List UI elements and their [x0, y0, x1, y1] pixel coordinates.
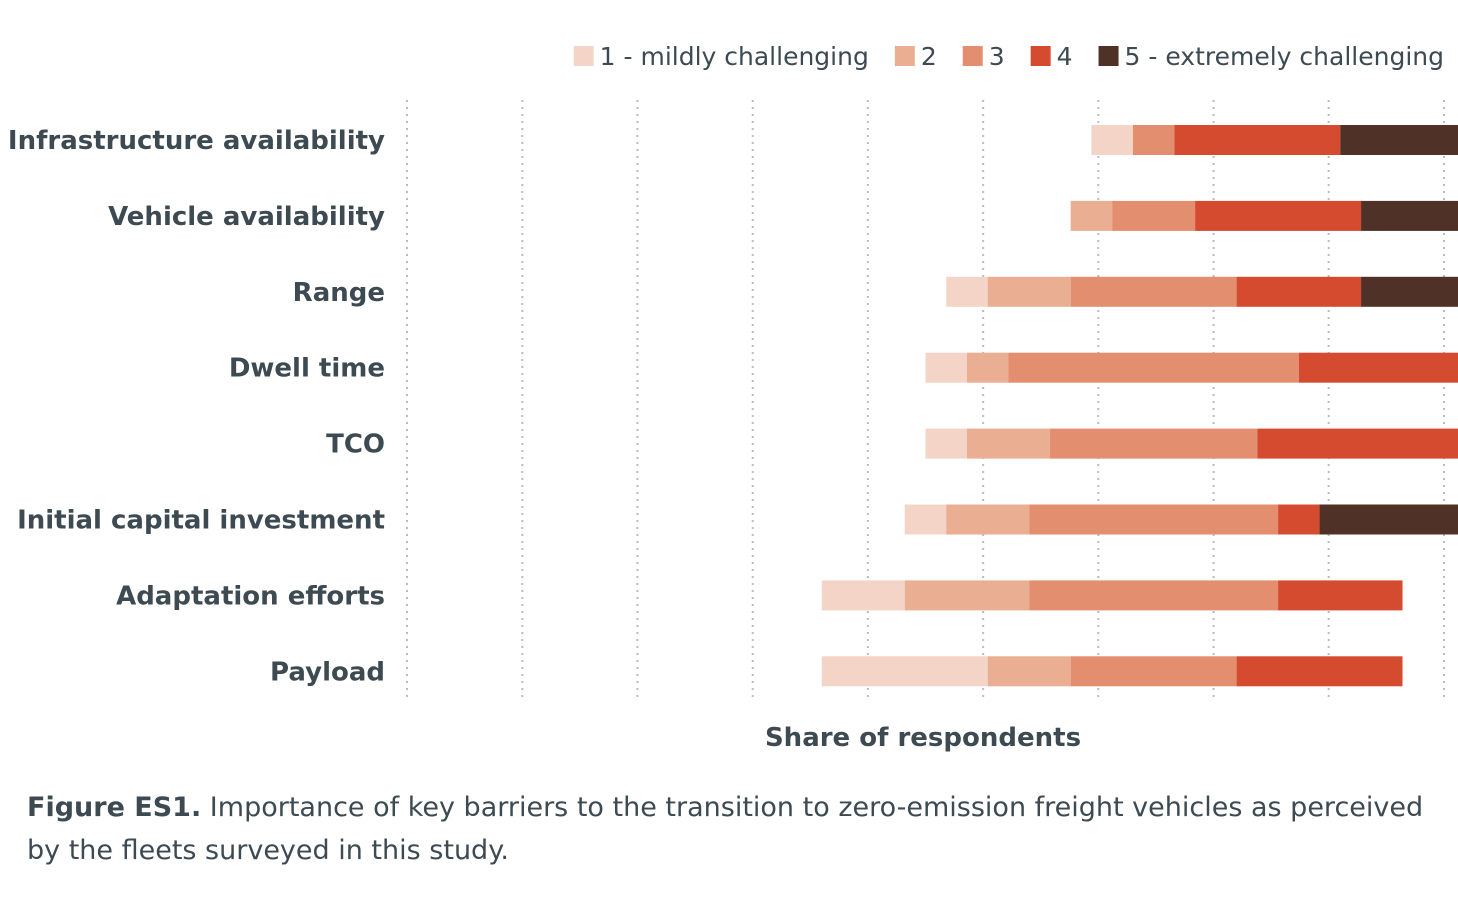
bar-segment-3	[1132, 125, 1175, 155]
legend: 1 - mildly challenging 2 3 4 5 - extremely c…	[573, 42, 1444, 71]
legend-label-5: 5 - extremely challenging	[1125, 42, 1444, 71]
bar-segment-2	[966, 352, 1009, 383]
stacked-bar-chart: Infrastructure availability Vehicle avail…	[8, 42, 1458, 753]
bar-segment-3	[1049, 428, 1258, 459]
bar-segment-4	[1278, 580, 1403, 611]
category-label: Dwell time	[229, 354, 385, 384]
category-label: Adaptation efforts	[116, 581, 385, 611]
bar-segment-1	[946, 276, 988, 307]
bar-segment-3	[1029, 580, 1279, 611]
bar-segment-4	[1257, 428, 1458, 459]
bar-segment-1	[821, 580, 905, 611]
bars	[821, 125, 1458, 687]
legend-swatch-2	[894, 46, 915, 66]
bar-segment-2	[987, 656, 1071, 687]
bar-segment-1	[925, 428, 967, 459]
bar-segment-2	[1070, 200, 1113, 231]
figure-caption: Figure ES1. Importance of key barriers t…	[27, 786, 1427, 872]
bar-segment-1	[925, 352, 967, 383]
category-label: Range	[293, 278, 385, 308]
legend-label-3: 3	[989, 42, 1005, 71]
bar-segment-3	[1070, 656, 1237, 687]
bar-segment-4	[1174, 125, 1341, 155]
bar-segment-1	[821, 656, 988, 687]
legend-swatch-1	[573, 46, 594, 66]
category-label: Payload	[270, 657, 385, 687]
bar-segment-4	[1236, 656, 1403, 687]
bar-segment-2	[946, 504, 1030, 535]
bar-segment-4	[1195, 200, 1362, 231]
bar-segment-2	[987, 276, 1071, 307]
bar-segment-3	[1029, 504, 1279, 535]
bar-segment-5	[1340, 125, 1458, 155]
category-labels: Infrastructure availability Vehicle avail…	[8, 126, 385, 687]
bar-segment-5	[1361, 276, 1458, 307]
legend-swatch-3	[962, 46, 983, 66]
legend-label-1: 1 - mildly challenging	[600, 42, 869, 71]
bar-segment-5	[1361, 200, 1458, 231]
caption-label: Figure ES1.	[27, 792, 202, 823]
gridlines	[406, 100, 1445, 702]
bar-segment-1	[1091, 125, 1133, 155]
bar-segment-4	[1236, 276, 1362, 307]
bar-segment-3	[1008, 352, 1299, 383]
category-label: Infrastructure availability	[8, 126, 385, 156]
legend-label-2: 2	[921, 42, 937, 71]
bar-segment-3	[1112, 200, 1196, 231]
legend-label-4: 4	[1057, 42, 1073, 71]
bar-segment-4	[1298, 352, 1458, 383]
bar-segment-1	[904, 504, 947, 535]
bar-segment-2	[904, 580, 1030, 611]
bar-segment-2	[966, 428, 1050, 459]
x-axis-label: Share of respondents	[765, 723, 1081, 753]
bar-segment-5	[1319, 504, 1458, 535]
caption-text: Importance of key barriers to the transi…	[27, 792, 1424, 866]
bar-segment-3	[1070, 276, 1237, 307]
bar-segment-4	[1278, 504, 1320, 535]
category-label: TCO	[326, 430, 385, 460]
category-label: Initial capital investment	[17, 506, 385, 536]
category-label: Vehicle availability	[108, 202, 385, 232]
legend-swatch-4	[1030, 46, 1051, 66]
legend-swatch-5	[1098, 46, 1119, 66]
